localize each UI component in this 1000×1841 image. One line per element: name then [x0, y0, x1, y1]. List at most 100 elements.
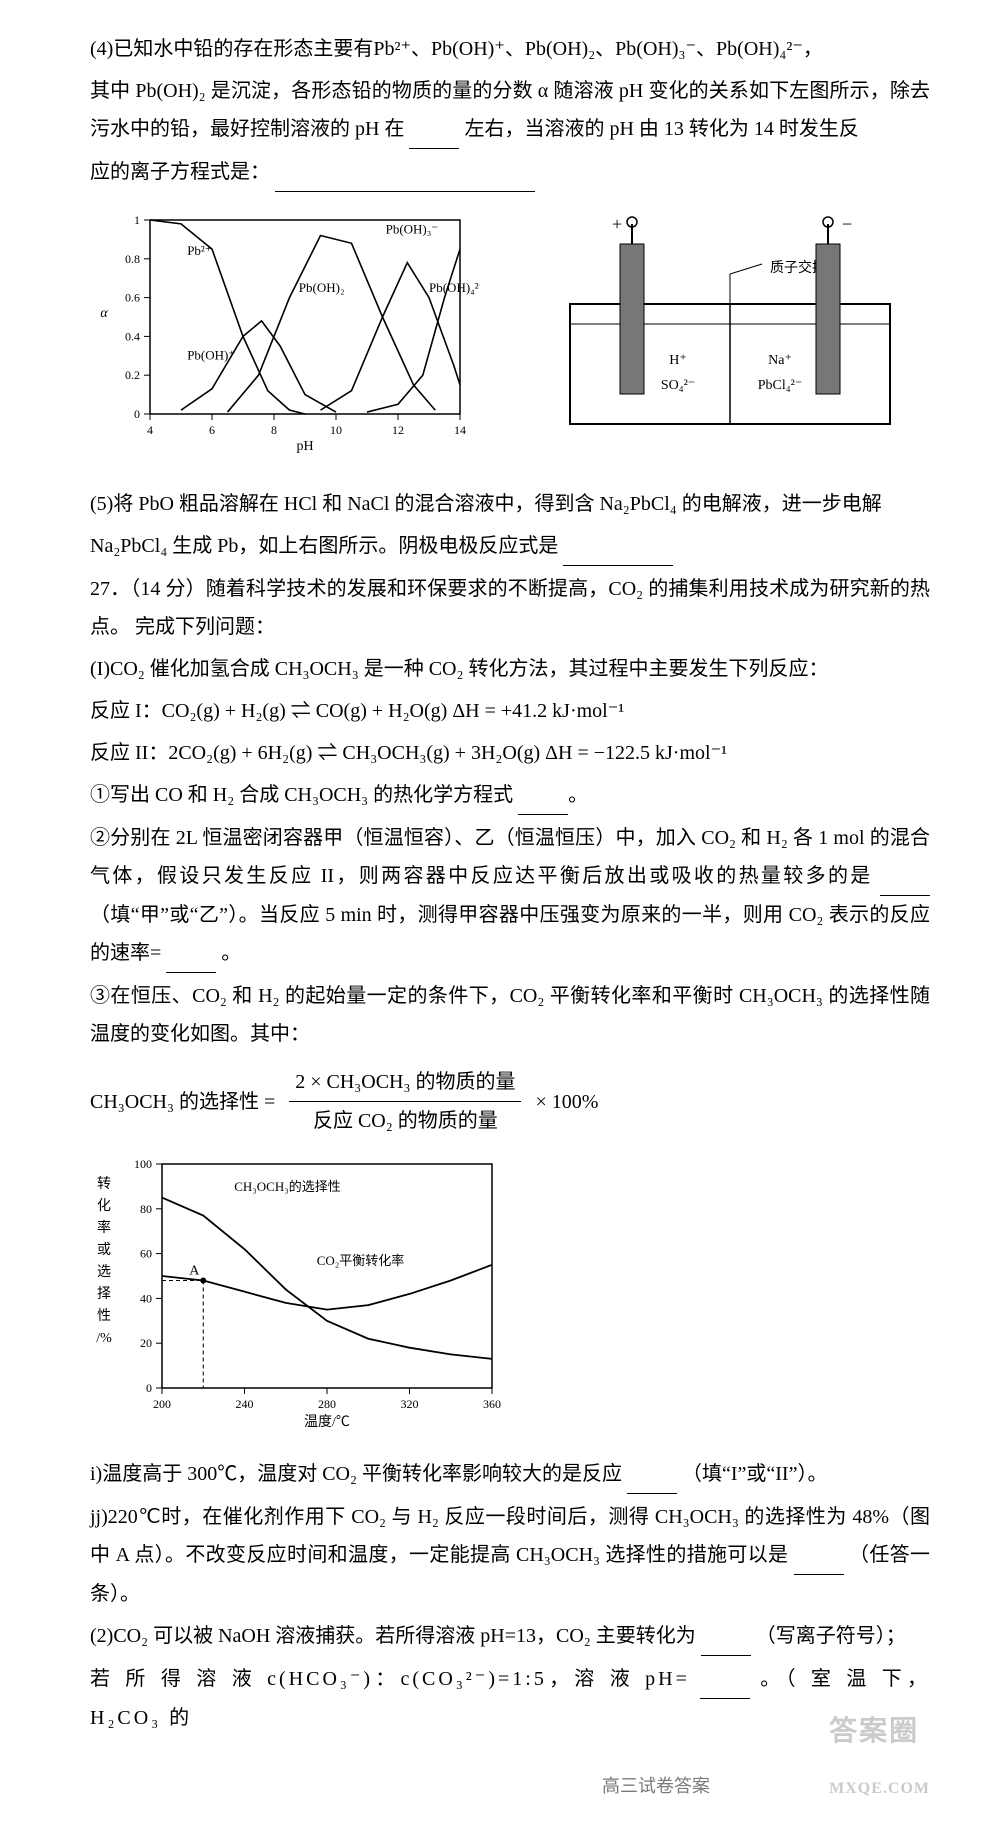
footer-right-1: 答案圈 — [829, 1716, 919, 1747]
q27-p3: ③在恒压、CO₂ 和 H₂ 的起始量一定的条件下，CO₂ 平衡转化率和平衡时 C… — [90, 977, 930, 1053]
q27-p1: ①写出 CO 和 H₂ 合成 CH₃OCH₃ 的热化学方程式 。 — [90, 776, 930, 815]
q4-line1: (4)已知水中铅的存在形态主要有Pb²⁺、Pb(OH)⁺、Pb(OH)₂、Pb(… — [90, 30, 930, 68]
svg-text:H⁺: H⁺ — [669, 353, 687, 368]
q27-r1: 反应 I：CO₂(g) + H₂(g) ⇌ CO(g) + H₂O(g) ΔH … — [90, 692, 930, 730]
q27-p22c-text: 若 所 得 溶 液 c(HCO₃⁻)：c(CO₃²⁻)=1:5，溶 液 pH= — [90, 1668, 700, 1690]
svg-text:0: 0 — [134, 407, 140, 421]
q4-text-c: 应的离子方程式是： — [90, 161, 270, 183]
q27-pjj: jj)220℃时，在催化剂作用下 CO₂ 与 H₂ 反应一段时间后，测得 CH₃… — [90, 1498, 930, 1613]
formula-num: 2 × CH₃OCH₃ 的物质的量 — [289, 1063, 521, 1102]
svg-text:率: 率 — [97, 1219, 111, 1236]
svg-text:240: 240 — [236, 1397, 254, 1411]
q4-line3: 应的离子方程式是： — [90, 153, 930, 192]
svg-text:6: 6 — [209, 423, 215, 437]
footer-right-2: MXQE.COM — [829, 1780, 930, 1797]
footer-right: 答案圈 MXQE.COM — [829, 1705, 930, 1811]
q27-p22: (2)CO₂ 可以被 NaOH 溶液捕获。若所得溶液 pH=13，CO₂ 主要转… — [90, 1617, 930, 1656]
q27-p2c: 。 — [221, 942, 241, 964]
blank-rate — [166, 934, 216, 973]
svg-text:320: 320 — [401, 1397, 419, 1411]
svg-text:化: 化 — [97, 1198, 111, 1214]
selectivity-formula: CH₃OCH₃ 的选择性 = 2 × CH₃OCH₃ 的物质的量 反应 CO₂ … — [90, 1063, 930, 1140]
blank-ion — [701, 1617, 751, 1656]
q27-p1a: ①写出 CO 和 H₂ 合成 CH₃OCH₃ 的热化学方程式 — [90, 784, 513, 806]
svg-text:0.2: 0.2 — [125, 368, 140, 382]
q27-pi-tail: （填“I”或“II”）。 — [682, 1463, 828, 1485]
figures-row-1: 4 6 8 10 12 14 0 0.2 0.4 0.6 0.8 1 pH α Pb²⁺ Pb(OH)⁺ Pb(… — [90, 204, 930, 467]
svg-text:温度/℃: 温度/℃ — [304, 1414, 350, 1430]
electrolysis-diagram: 质子交换膜+−H⁺SO₄²⁻Na⁺PbCl₄²⁻ — [530, 214, 930, 457]
svg-text:A: A — [189, 1263, 200, 1278]
svg-text:12: 12 — [392, 423, 404, 437]
svg-text:0.4: 0.4 — [125, 329, 140, 343]
svg-text:+: + — [612, 214, 622, 234]
svg-text:60: 60 — [140, 1247, 152, 1261]
svg-text:0: 0 — [146, 1381, 152, 1395]
q27-pi-text: i)温度高于 300℃，温度对 CO₂ 平衡转化率影响较大的是反应 — [90, 1463, 622, 1485]
q5-line1: (5)将 PbO 粗品溶解在 HCl 和 NaCl 的混合溶液中，得到含 Na₂… — [90, 485, 930, 523]
svg-text:选: 选 — [97, 1264, 111, 1280]
svg-text:280: 280 — [318, 1397, 336, 1411]
formula-den: 反应 CO₂ 的物质的量 — [307, 1102, 504, 1140]
blank-measure — [794, 1536, 844, 1575]
blank-ph2 — [700, 1660, 750, 1699]
svg-text:100: 100 — [134, 1157, 152, 1171]
formula-label: CH₃OCH₃ 的选择性 = — [90, 1083, 275, 1121]
svg-text:CO₂平衡转化率: CO₂平衡转化率 — [317, 1253, 405, 1268]
q5-text-b: Na₂PbCl₄ 生成 Pb，如上右图所示。阴极电极反应式是 — [90, 535, 558, 557]
blank-thermo — [518, 776, 568, 815]
q27-head: 27．（14 分）随着科学技术的发展和环保要求的不断提高，CO₂ 的捕集利用技术… — [90, 570, 930, 646]
q27-p2a: ②分别在 2L 恒温密闭容器甲（恒温恒容）、乙（恒温恒压）中，加入 CO₂ 和 … — [90, 827, 930, 887]
svg-text:40: 40 — [140, 1291, 152, 1305]
svg-text:Pb(OH)⁺: Pb(OH)⁺ — [187, 348, 235, 363]
q27-p22c: 若 所 得 溶 液 c(HCO₃⁻)：c(CO₃²⁻)=1:5，溶 液 pH= … — [90, 1660, 930, 1737]
svg-text:CH₃OCH₃的选择性: CH₃OCH₃的选择性 — [234, 1179, 341, 1194]
svg-text:SO₄²⁻: SO₄²⁻ — [661, 378, 695, 393]
svg-text:Na⁺: Na⁺ — [768, 353, 792, 368]
q27-p22a: (2)CO₂ 可以被 NaOH 溶液捕获。若所得溶液 pH=13，CO₂ 主要转… — [90, 1625, 696, 1647]
svg-text:择: 择 — [97, 1286, 111, 1302]
formula-tail: × 100% — [535, 1083, 598, 1121]
svg-text:10: 10 — [330, 423, 342, 437]
blank-reaction — [627, 1455, 677, 1494]
formula-fraction: 2 × CH₃OCH₃ 的物质的量 反应 CO₂ 的物质的量 — [289, 1063, 521, 1140]
svg-text:Pb(OH)₃⁻: Pb(OH)₃⁻ — [386, 222, 439, 237]
svg-text:Pb(OH)₄²⁻: Pb(OH)₄²⁻ — [429, 280, 480, 295]
blank-ion-eq — [275, 153, 535, 192]
q27-pi: i)温度高于 300℃，温度对 CO₂ 平衡转化率影响较大的是反应 （填“I”或… — [90, 1455, 930, 1494]
svg-text:4: 4 — [147, 423, 153, 437]
svg-text:80: 80 — [140, 1202, 152, 1216]
svg-text:20: 20 — [140, 1336, 152, 1350]
svg-text:0.6: 0.6 — [125, 291, 140, 305]
q4-text-b: 左右，当溶液的 pH 由 13 转化为 14 时发生反 — [464, 118, 858, 140]
q27-p22b: （写离子符号）； — [756, 1625, 906, 1647]
svg-text:360: 360 — [483, 1397, 501, 1411]
svg-text:Pb(OH)₂: Pb(OH)₂ — [299, 280, 345, 295]
blank-container — [880, 857, 930, 896]
q4-line2: 其中 Pb(OH)₂ 是沉淀，各形态铅的物质的量的分数 α 随溶液 pH 变化的… — [90, 72, 930, 149]
chart-alpha-ph: 4 6 8 10 12 14 0 0.2 0.4 0.6 0.8 1 pH α Pb²⁺ Pb(OH)⁺ Pb(… — [90, 204, 480, 467]
svg-text:PbCl₄²⁻: PbCl₄²⁻ — [758, 378, 802, 393]
svg-text:α: α — [100, 306, 108, 321]
svg-text:0.8: 0.8 — [125, 252, 140, 266]
svg-text:转: 转 — [97, 1176, 111, 1192]
svg-text:−: − — [842, 214, 852, 234]
q27-r2: 反应 II：2CO₂(g) + 6H₂(g) ⇌ CH₃OCH₃(g) + 3H… — [90, 734, 930, 772]
q27-I: (I)CO₂ 催化加氢合成 CH₃OCH₃ 是一种 CO₂ 转化方法，其过程中主… — [90, 650, 930, 688]
svg-text:14: 14 — [454, 423, 466, 437]
svg-text:8: 8 — [271, 423, 277, 437]
blank-cathode — [563, 527, 673, 566]
q5-line2: Na₂PbCl₄ 生成 Pb，如上右图所示。阴极电极反应式是 — [90, 527, 930, 566]
svg-text:200: 200 — [153, 1397, 171, 1411]
footer-mid: 高三试卷答案 — [602, 1769, 710, 1803]
svg-text:性: 性 — [97, 1308, 111, 1324]
blank-ph — [409, 110, 459, 149]
footer-logos: 高三试卷答案 答案圈 MXQE.COM — [90, 1751, 930, 1811]
q27-p2: ②分别在 2L 恒温密闭容器甲（恒温恒容）、乙（恒温恒压）中，加入 CO₂ 和 … — [90, 819, 930, 973]
svg-text:/%: /% — [96, 1331, 112, 1346]
svg-text:或: 或 — [97, 1242, 111, 1258]
svg-text:1: 1 — [134, 213, 140, 227]
svg-text:Pb²⁺: Pb²⁺ — [187, 243, 212, 258]
q5-text-a: (5)将 PbO 粗品溶解在 HCl 和 NaCl 的混合溶液中，得到含 Na₂… — [90, 493, 882, 515]
svg-text:pH: pH — [296, 439, 313, 454]
